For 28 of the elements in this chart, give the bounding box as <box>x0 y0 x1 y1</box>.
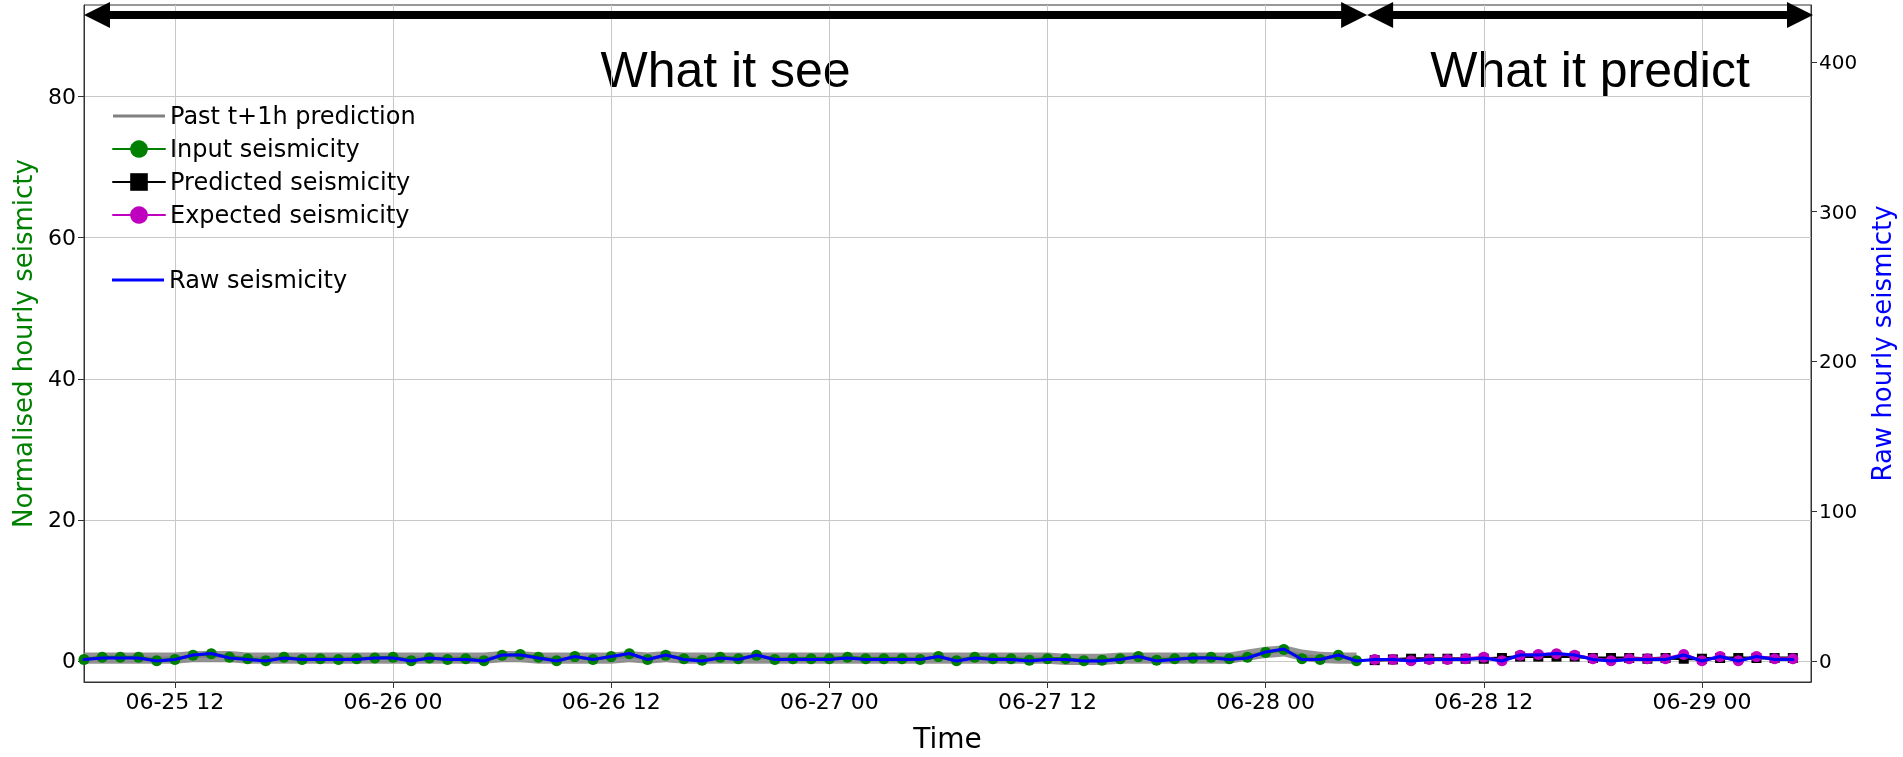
x-tick-label: 06-27 00 <box>779 688 879 714</box>
annotation: What it predict <box>1430 42 1750 98</box>
y-axis-title: Normalised hourly seismicty <box>8 159 38 528</box>
x-tick-label: 06-29 00 <box>1652 688 1752 714</box>
x-tick-label: 06-28 12 <box>1434 688 1534 714</box>
y2-tick-label: 400 <box>1819 49 1858 74</box>
x-tick-label: 06-27 12 <box>998 688 1097 714</box>
y-tick-label: 20 <box>48 507 76 533</box>
y2-tick-label: 0 <box>1819 649 1832 674</box>
legend-label: Raw seismicity <box>169 266 348 294</box>
x-tick-label: 06-26 12 <box>561 688 661 714</box>
y2-tick-label: 200 <box>1819 349 1858 374</box>
y2-tick-label: 100 <box>1819 499 1858 524</box>
y2-axis-title: Raw hourly seismicty <box>1867 205 1897 482</box>
y-tick-label: 40 <box>48 366 76 392</box>
legend-label: Expected seismicity <box>170 201 410 229</box>
annotation: What it see <box>600 42 851 98</box>
y-tick-label: 80 <box>48 84 76 110</box>
x-tick-label: 06-25 12 <box>125 688 225 714</box>
x-axis-title: Time <box>912 721 982 755</box>
y-tick-label: 60 <box>48 225 76 251</box>
legend-label: Predicted seismicity <box>170 168 411 196</box>
legend-label: Past t+1h prediction <box>170 102 416 130</box>
legend-label: Input seismicity <box>170 135 360 163</box>
y2-tick-label: 300 <box>1819 199 1858 224</box>
x-tick-label: 06-26 00 <box>343 688 443 714</box>
x-tick-label: 06-28 00 <box>1216 688 1316 714</box>
y-tick-label: 0 <box>62 648 76 674</box>
